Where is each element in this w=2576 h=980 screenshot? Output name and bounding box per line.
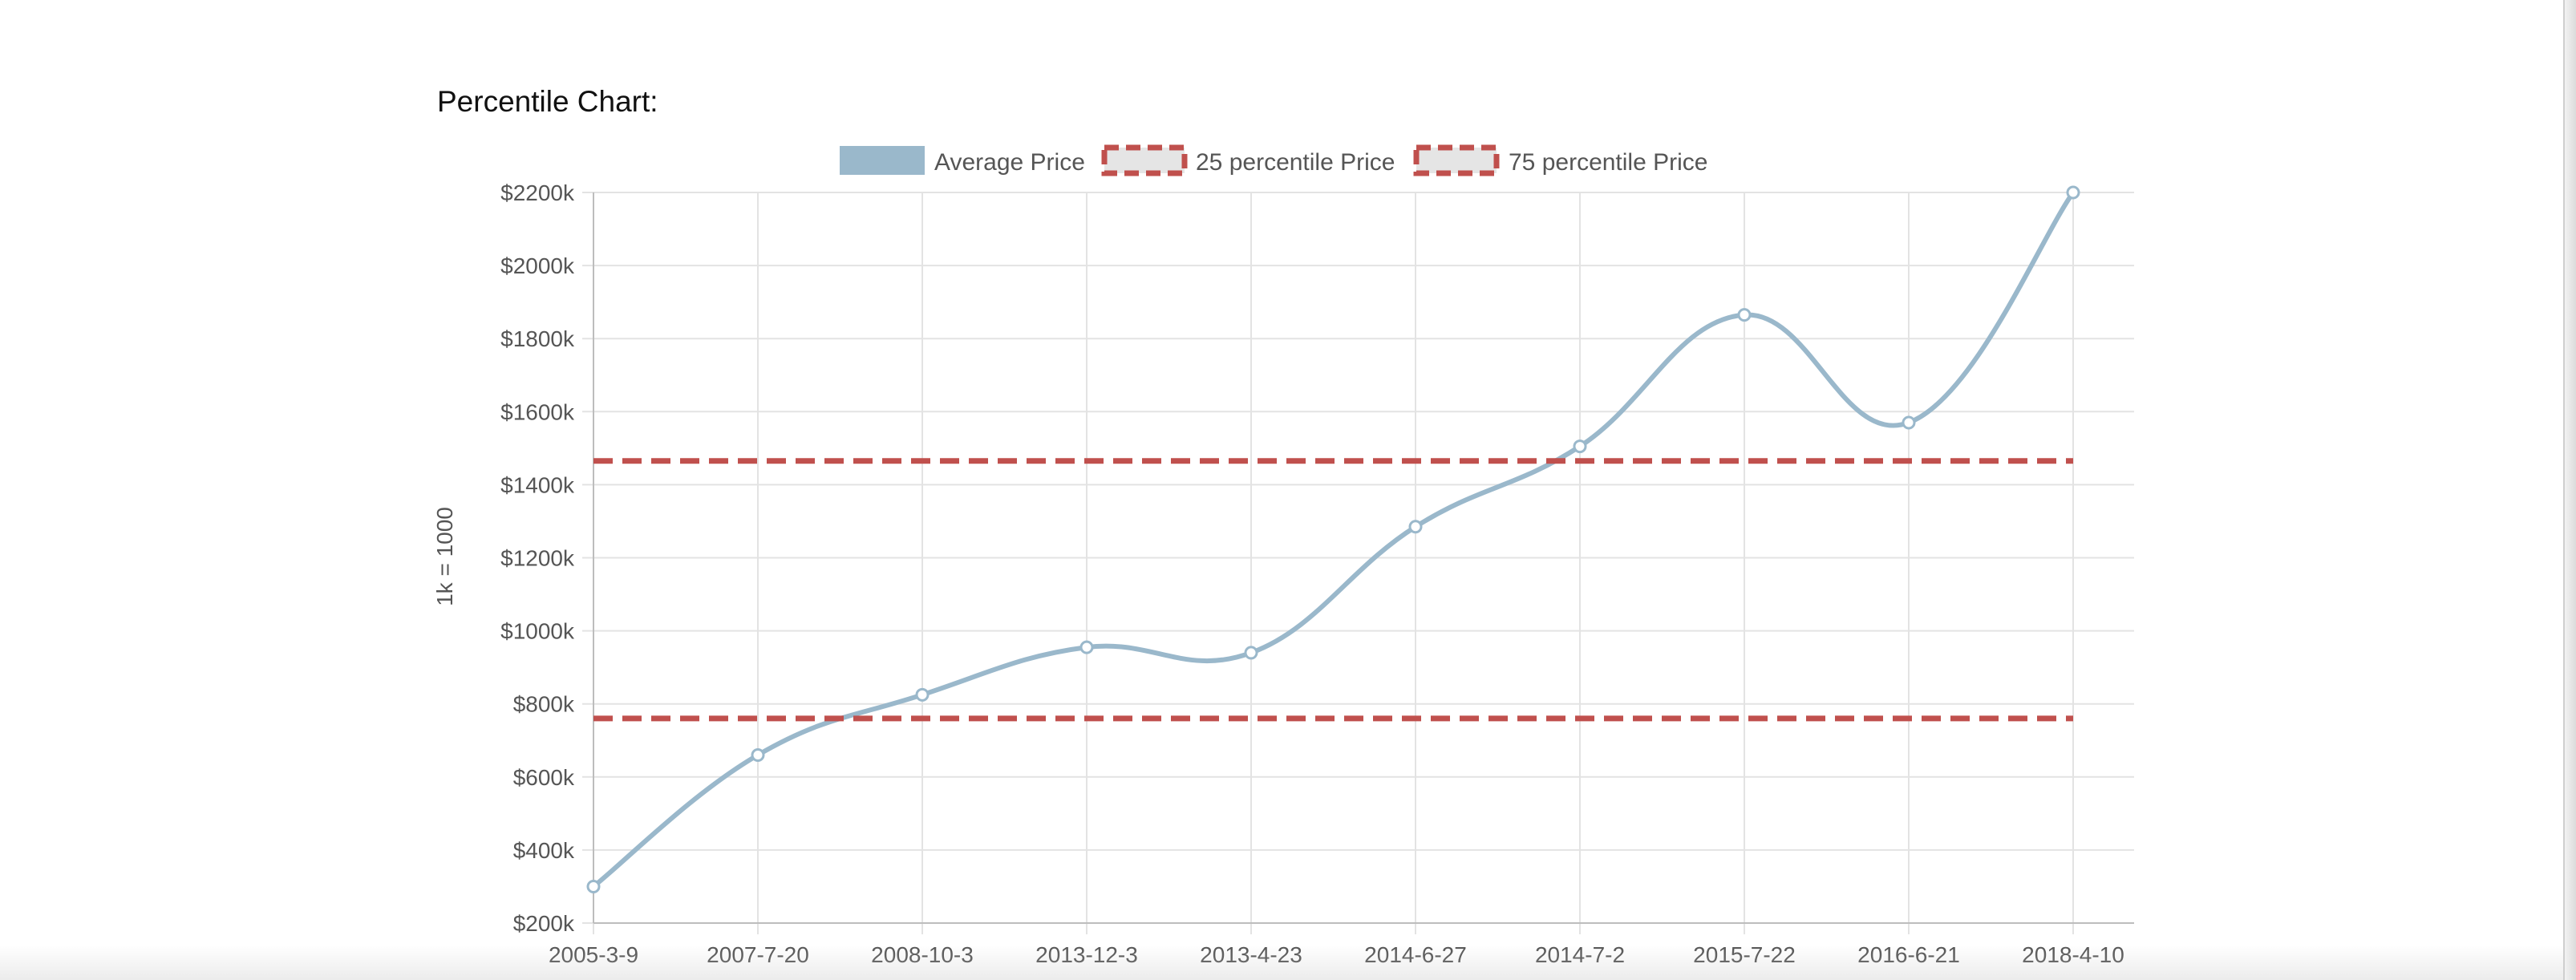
data-point [915,687,930,702]
y-tick-label: $1400k [500,472,575,497]
x-tick-label: 2014-6-27 [1364,942,1467,967]
data-point [2066,185,2080,200]
x-tick-label: 2013-12-3 [1035,942,1138,967]
y-tick-label: $600k [513,765,575,790]
data-point [1902,415,1916,430]
x-tick-label: 2018-4-10 [2022,942,2124,967]
data-point [1737,308,1752,322]
y-tick-label: $1200k [500,546,575,571]
legend-label: 25 percentile Price [1196,149,1395,176]
series-layer [586,185,2080,893]
legend-label: 75 percentile Price [1509,149,1707,176]
x-tick-label: 2008-10-3 [871,942,974,967]
data-point [1079,640,1094,654]
window-bottom-shadow [0,945,2563,980]
y-axis-title: 1k = 1000 [432,507,457,606]
x-tick-label: 2005-3-9 [549,942,638,967]
legend-swatch-percentile [1101,144,1188,176]
legend-swatch-average-price [840,146,925,175]
x-tick-label: 2016-6-21 [1857,942,1960,967]
chart-heading: Percentile Chart: [437,85,658,118]
data-point [751,747,765,762]
y-tick-label: $1800k [500,326,575,351]
y-tick-label: $200k [513,911,575,936]
x-tick-label: 2015-7-22 [1693,942,1796,967]
y-tick-label: $2000k [500,253,575,278]
axes: $200k $400k $600k $800k $1000k $1200k $1400k $1… [500,180,2134,967]
data-point [1408,520,1423,534]
data-point [1244,646,1258,660]
y-tick-label: $800k [513,692,575,717]
y-tick-label: $1000k [500,619,575,644]
data-point [586,879,601,893]
y-tick-label: $400k [513,838,575,863]
window-right-edge [2563,0,2576,980]
data-point [1573,439,1587,454]
x-tick-label: 2014-7-2 [1535,942,1625,967]
y-tick-label: $2200k [500,180,575,205]
legend-label: Average Price [934,149,1085,176]
y-tick-label: $1600k [500,399,575,424]
legend-swatch-percentile [1413,144,1500,176]
grid-layer [582,192,2134,934]
x-tick-label: 2013-4-23 [1200,942,1302,967]
x-tick-label: 2007-7-20 [707,942,809,967]
series-line-average-price [592,191,2076,889]
legend[interactable]: Average Price 25 percentile Price 75 perce… [840,144,1707,176]
